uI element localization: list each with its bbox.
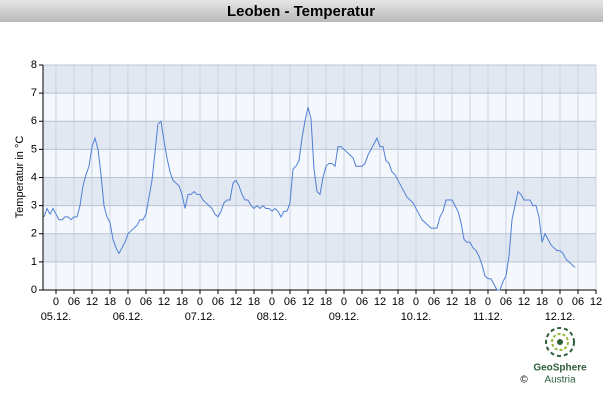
x-tick-label: 06	[212, 296, 224, 308]
x-date-label: 06.12.	[113, 311, 144, 323]
copyright: ©	[520, 375, 528, 386]
x-tick-label: 18	[392, 296, 404, 308]
y-tick-label: 0	[31, 284, 37, 296]
x-tick-label: 0	[269, 296, 275, 308]
grid-band	[43, 65, 596, 94]
y-tick-label: 8	[31, 59, 37, 71]
chart-title: Leoben - Temperatur	[227, 3, 375, 20]
x-tick-label: 06	[500, 296, 512, 308]
x-tick-label: 12	[230, 296, 242, 308]
x-tick-label: 06	[140, 296, 152, 308]
x-tick-label: 18	[176, 296, 188, 308]
grid-band	[43, 261, 596, 290]
grid-band	[43, 205, 596, 234]
x-date-label: 09.12.	[329, 311, 360, 323]
x-tick-label: 0	[485, 296, 491, 308]
x-date-label: 10.12.	[401, 311, 432, 323]
x-tick-label: 12	[446, 296, 458, 308]
x-tick-label: 0	[53, 296, 59, 308]
x-date-label: 05.12.	[41, 311, 72, 323]
x-tick-label: 12	[590, 296, 602, 308]
y-tick-label: 5	[31, 143, 37, 155]
logo	[545, 327, 575, 357]
line	[43, 107, 576, 291]
logo-name: GeoSphere	[533, 363, 587, 374]
x-tick-label: 0	[341, 296, 347, 308]
x-date-label: 07.12.	[185, 311, 216, 323]
y-axis-label: Temperatur in °C	[14, 136, 26, 219]
x-tick-label: 0	[197, 296, 203, 308]
x-tick-label: 12	[86, 296, 98, 308]
x-tick-label: 06	[68, 296, 80, 308]
x-tick-label: 12	[302, 296, 314, 308]
plot-area	[39, 64, 597, 294]
grid-band	[43, 149, 596, 178]
x-tick-label: 18	[104, 296, 116, 308]
y-tick-label: 4	[31, 171, 37, 183]
x-tick-label: 18	[320, 296, 332, 308]
x-tick-label: 06	[356, 296, 368, 308]
x-tick-label: 06	[284, 296, 296, 308]
grid-band	[43, 233, 596, 262]
x-tick-label: 06	[572, 296, 584, 308]
x-tick-label: 18	[248, 296, 260, 308]
y-tick-label: 6	[31, 115, 37, 127]
grid-band	[43, 177, 596, 206]
x-tick-label: 12	[374, 296, 386, 308]
x-tick-label: 0	[557, 296, 563, 308]
x-tick-label: 0	[413, 296, 419, 308]
logo-sub: Austria	[544, 375, 576, 386]
y-tick-label: 7	[31, 87, 37, 99]
x-tick-label: 0	[125, 296, 131, 308]
title-bar	[0, 0, 603, 22]
y-tick-label: 1	[31, 256, 37, 268]
x-date-label: 08.12.	[257, 311, 288, 323]
x-tick-label: 12	[158, 296, 170, 308]
x-tick-label: 12	[518, 296, 530, 308]
x-tick-label: 18	[464, 296, 476, 308]
x-tick-label: 06	[428, 296, 440, 308]
y-tick-label: 3	[31, 200, 37, 212]
grid-band	[43, 121, 596, 150]
x-tick-label: 18	[536, 296, 548, 308]
x-date-label: 11.12.	[473, 311, 503, 323]
grid-band	[43, 93, 596, 122]
y-tick-label: 2	[31, 228, 37, 240]
x-date-label: 12.12.	[545, 311, 576, 323]
